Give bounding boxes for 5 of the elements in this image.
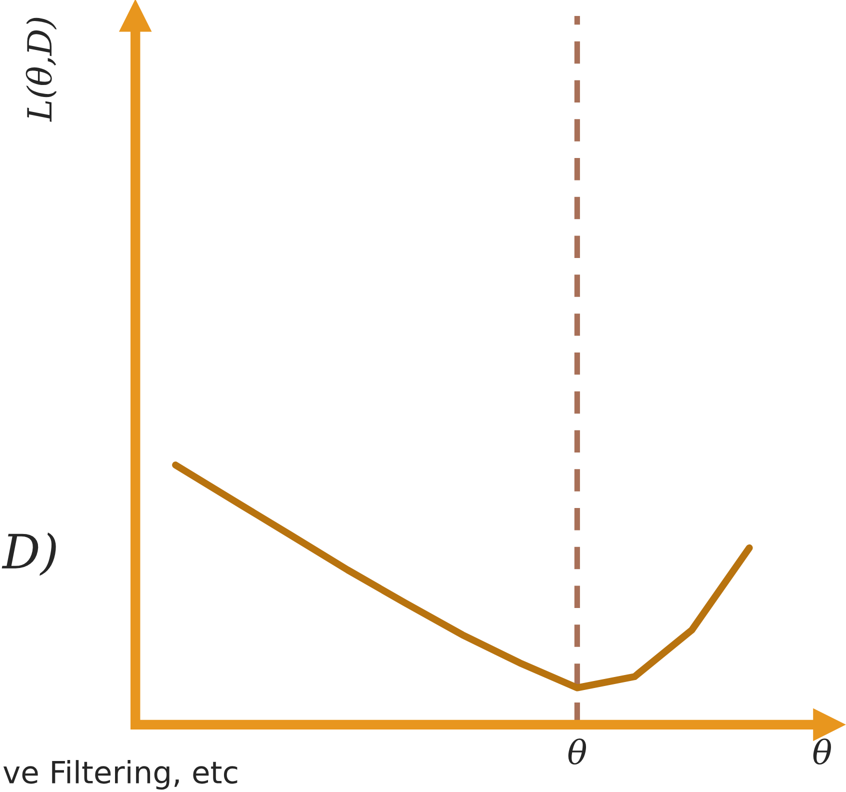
text: L(θ,D) (26, 18, 57, 122)
x-axis-title: θ (813, 738, 831, 765)
text: D) (2, 532, 56, 576)
text: ve Filtering, etc (3, 760, 238, 790)
text: θ (568, 738, 586, 765)
